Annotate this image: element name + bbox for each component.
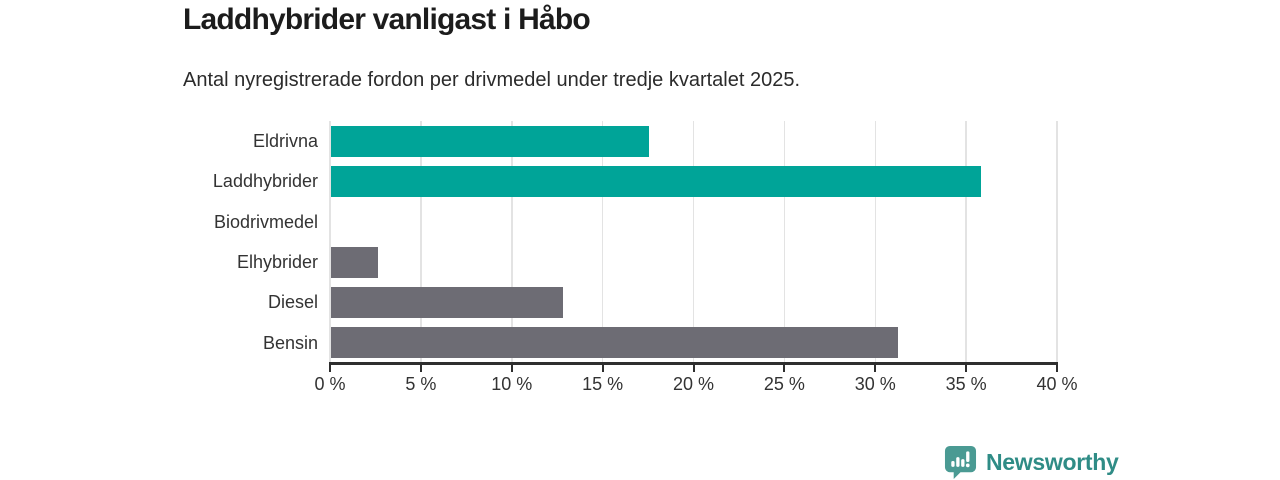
chart-subtitle: Antal nyregistrerade fordon per drivmede…: [183, 69, 801, 91]
category-label: Bensin: [262, 332, 318, 353]
category-label: Elhybrider: [236, 252, 318, 272]
x-axis-tick-label: 5 %: [405, 374, 437, 394]
gridline: [874, 121, 876, 363]
gridline: [965, 121, 967, 363]
bar-bensin: [330, 327, 898, 359]
x-axis-tick: [601, 364, 604, 372]
bar-elhybrider: [330, 246, 378, 278]
x-axis-tick: [783, 364, 786, 372]
x-axis-tick: [329, 364, 331, 372]
x-axis-tick-label: 0 %: [314, 374, 346, 394]
gridline: [692, 121, 695, 363]
bar-laddhybrider: [330, 166, 982, 197]
x-axis-tick: [692, 364, 695, 372]
x-axis-tick-label: 25 %: [763, 374, 805, 394]
x-axis-tick: [965, 364, 968, 372]
x-axis-tick: [510, 364, 513, 372]
x-axis-tick-label: 30 %: [854, 374, 896, 394]
chart-title: Laddhybrider vanligast i Håbo: [183, 3, 591, 36]
x-axis-tick-label: 15 %: [582, 374, 624, 394]
bar-chart: Eldrivna Laddhybrider Biodrivmedel Elhybrid…: [213, 121, 1078, 394]
category-label: Biodrivmedel: [213, 211, 318, 232]
bar-diesel: [330, 287, 564, 318]
x-axis-tick-label: 35 %: [945, 374, 987, 394]
category-label: Diesel: [267, 292, 318, 313]
x-axis-tick: [874, 364, 877, 372]
gridline: [420, 121, 422, 363]
gridline: [783, 121, 786, 363]
newsworthy-brand: Newsworthy: [944, 445, 1119, 479]
gridline: [601, 121, 604, 363]
x-axis-line: [329, 362, 1058, 365]
x-axis-tick-label: 40 %: [1036, 374, 1078, 394]
gridline: [1056, 121, 1058, 363]
category-label: Eldrivna: [252, 131, 318, 151]
x-axis-tick: [419, 364, 422, 372]
x-axis-tick: [1056, 364, 1058, 372]
gridline: [511, 121, 513, 363]
newsworthy-wordmark: Newsworthy: [986, 448, 1119, 475]
gridline: [329, 121, 331, 363]
category-label: Laddhybrider: [212, 171, 318, 192]
x-axis-tick-label: 20 %: [672, 374, 715, 394]
x-axis-tick-label: 10 %: [491, 374, 533, 394]
newsworthy-logo-icon: [944, 445, 977, 479]
bar-eldrivna: [330, 125, 649, 157]
